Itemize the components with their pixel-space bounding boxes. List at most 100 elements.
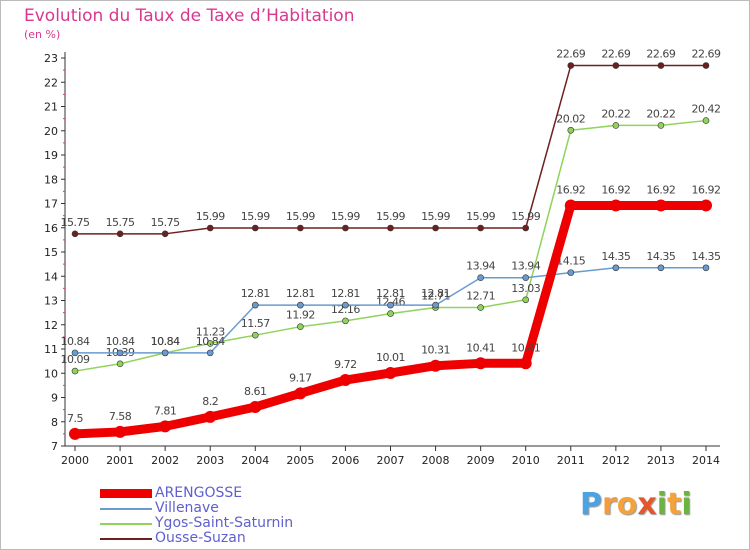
data-point [387, 224, 394, 232]
x-tick-label: 2001 [106, 454, 134, 467]
data-label: 7.81 [154, 404, 177, 417]
x-tick-label: 2013 [647, 454, 675, 467]
legend-swatch-ygos [100, 522, 152, 525]
y-tick-label: 23 [44, 52, 58, 65]
data-label: 14.35 [692, 250, 721, 263]
data-point [522, 274, 530, 282]
y-tick-label: 19 [44, 149, 58, 162]
x-tick-label: 2014 [692, 454, 720, 467]
x-tick-label: 2012 [602, 454, 630, 467]
data-label: 10.41 [511, 341, 540, 354]
x-tick-label: 2004 [241, 454, 269, 467]
data-label: 11.92 [286, 309, 315, 322]
legend-item-villenave[interactable]: Villenave [100, 501, 293, 516]
data-point [251, 331, 259, 339]
x-tick-label: 2000 [61, 454, 89, 467]
data-point [567, 62, 575, 69]
legend-item-ousse-suzan[interactable]: Ousse-Suzan [100, 531, 293, 546]
data-label: 10.01 [376, 351, 405, 364]
data-point [700, 199, 712, 212]
data-point [206, 224, 214, 232]
data-label: 8.2 [202, 395, 218, 408]
data-label: 13.03 [511, 282, 540, 295]
data-label: 12.81 [421, 287, 450, 300]
data-point [564, 199, 577, 212]
data-point [609, 199, 622, 212]
proxiti-logo: Proxiti [580, 487, 692, 522]
data-label: 9.17 [289, 371, 312, 384]
x-tick-label: 2003 [196, 454, 224, 467]
data-point [251, 224, 259, 232]
legend-label: ARENGOSSE [155, 485, 243, 501]
data-label: 15.99 [241, 210, 270, 223]
y-tick-label: 9 [51, 392, 58, 405]
data-point [249, 400, 262, 413]
y-tick-label: 22 [44, 76, 58, 89]
data-label: 13.94 [511, 260, 540, 273]
data-label: 10.84 [106, 335, 135, 348]
data-point [116, 230, 124, 238]
data-label: 11.23 [196, 325, 225, 338]
data-label: 14.35 [601, 250, 630, 263]
y-tick-label: 18 [44, 173, 58, 186]
legend-swatch-arengosse [100, 489, 152, 498]
legend-label: Ousse-Suzan [155, 530, 246, 546]
y-tick-label: 12 [44, 319, 58, 332]
data-point [567, 126, 575, 134]
x-tick-label: 2006 [331, 454, 359, 467]
data-point [477, 224, 484, 232]
legend-item-ygos-saint-saturnin[interactable]: Ygos-Saint-Saturnin [100, 516, 293, 531]
data-label: 12.81 [286, 287, 315, 300]
x-tick-label: 2011 [557, 454, 585, 467]
data-label: 12.71 [466, 290, 495, 303]
data-label: 15.99 [511, 210, 540, 223]
data-label: 12.16 [331, 303, 360, 316]
y-tick-label: 14 [44, 270, 58, 283]
data-point [384, 367, 397, 380]
data-point [204, 410, 217, 423]
data-label: 10.41 [466, 341, 495, 354]
x-tick-label: 2007 [377, 454, 405, 467]
data-label: 15.99 [466, 210, 495, 223]
data-point [612, 62, 620, 69]
data-point [522, 224, 530, 232]
data-label: 20.22 [601, 107, 630, 120]
data-point [159, 420, 172, 433]
data-point [519, 357, 532, 370]
data-point [71, 349, 79, 357]
legend-label: Ygos-Saint-Saturnin [155, 515, 294, 531]
legend-swatch-villenave [100, 507, 152, 510]
x-tick-label: 2005 [286, 454, 314, 467]
y-tick-label: 20 [44, 125, 58, 138]
data-label: 13.94 [466, 260, 495, 273]
data-label: 15.99 [331, 210, 360, 223]
data-point [612, 122, 620, 129]
data-label: 15.99 [286, 210, 315, 223]
data-label: 20.02 [556, 112, 585, 125]
data-point [69, 427, 81, 440]
data-label: 20.22 [646, 107, 675, 120]
data-label: 15.99 [196, 210, 225, 223]
data-label: 10.09 [61, 353, 90, 366]
data-point [432, 301, 439, 309]
data-point [657, 122, 665, 129]
data-point [116, 349, 124, 357]
data-label: 12.81 [241, 287, 270, 300]
data-point [429, 359, 442, 372]
data-point [71, 230, 79, 238]
data-point [339, 374, 352, 387]
data-label: 16.92 [601, 183, 630, 196]
data-label: 12.71 [421, 290, 450, 303]
y-tick-label: 17 [44, 198, 58, 211]
data-point [522, 296, 530, 304]
data-label: 11.57 [241, 317, 270, 330]
legend-item-arengosse[interactable]: ARENGOSSE [100, 486, 293, 501]
legend-label: Villenave [155, 500, 219, 516]
x-tick-label: 2008 [422, 454, 450, 467]
x-tick-label: 2002 [151, 454, 179, 467]
data-label: 7.58 [109, 410, 132, 423]
data-label: 10.84 [61, 335, 90, 348]
data-point [251, 301, 259, 309]
